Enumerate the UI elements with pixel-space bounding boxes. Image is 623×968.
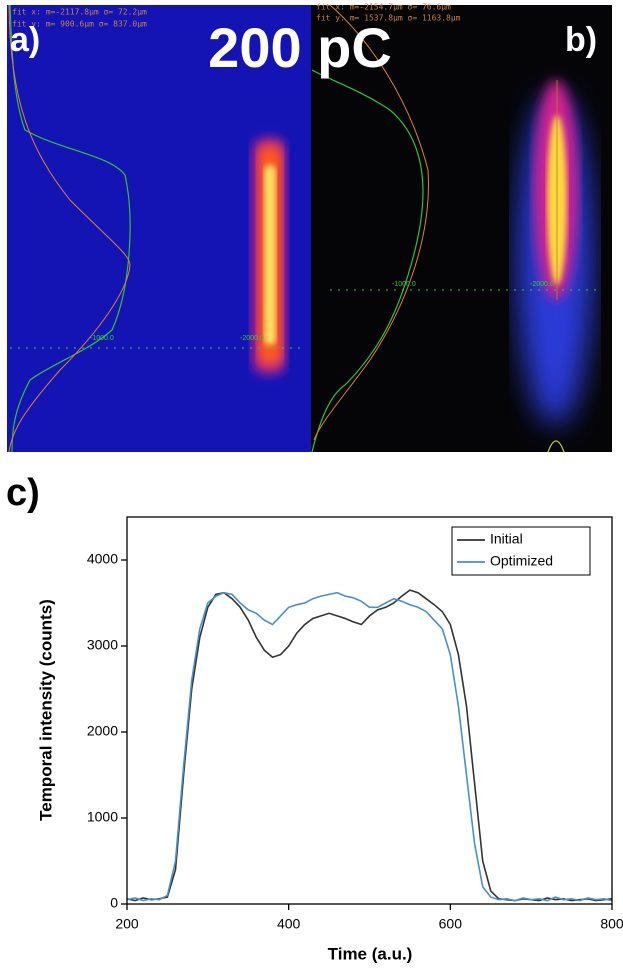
grid-label: -2000.0 [530,281,554,288]
grid-label: -2000.0 [240,335,264,342]
y-tick-label: 3000 [87,637,118,653]
fit-text: fit x: m=-2154.7μm σ= 76.6μm [316,3,451,12]
profile-curve [9,4,131,453]
x-tick-label: 400 [277,916,301,932]
grid-label: -1000.0 [392,281,416,288]
y-tick-label: 0 [110,895,118,911]
y-axis-label: Temporal intensity (counts) [36,599,55,821]
panel-b: fit x: m=-2154.7μm σ= 76.6μm fit y: m= 1… [311,3,612,453]
x-tick-label: 800 [600,916,623,932]
legend-label: Initial [490,531,523,547]
fit-text: fit y: m= 1537.8μm σ= 1163.8μm [316,14,461,23]
y-tick-label: 4000 [87,551,118,567]
panel-a: fit x: m=-2117.8μm σ= 72.2μm fit y: m= 9… [7,4,311,453]
x-tick-label: 600 [439,916,463,932]
series-line [126,591,613,902]
y-tick-label: 2000 [87,723,118,739]
fit-text: fit x: m=-2117.8μm σ= 72.2μm [12,8,147,17]
profile-curve [547,440,565,453]
grid-label: -1000.0 [90,335,114,342]
fit-curve [8,4,131,453]
figure-title: 200 pC [208,16,392,79]
chart-title: c) [6,472,40,514]
fit-text: fit y: m= 900.6μm σ= 837.0μm [12,20,147,29]
profile-curve [311,69,424,453]
x-tick-label: 200 [115,916,139,932]
panel-label: a) [10,21,40,59]
legend-box [451,526,591,576]
panel-label: b) [565,21,597,59]
x-axis-label: Time (a.u.) [328,944,413,963]
y-tick-label: 1000 [87,809,118,825]
legend-label: Optimized [490,553,553,569]
plot-frame [126,516,613,905]
series-line [126,589,613,902]
beam-core [264,165,276,345]
fit-curve [313,4,429,441]
